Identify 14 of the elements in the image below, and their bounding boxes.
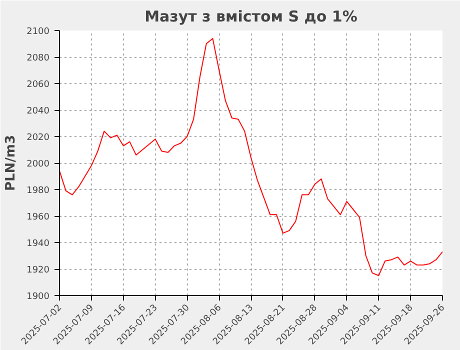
y-tick-label: 2000 xyxy=(26,160,50,170)
y-tick-label: 2020 xyxy=(26,133,50,143)
y-tick-label: 1980 xyxy=(26,186,50,196)
chart-title: Мазут з вмістом S до 1% xyxy=(144,8,358,26)
y-tick-label: 1960 xyxy=(26,212,50,222)
y-tick-label: 2100 xyxy=(26,27,50,37)
y-tick-label: 2080 xyxy=(26,54,50,64)
y-tick-label: 2040 xyxy=(26,106,50,116)
y-tick-label: 1940 xyxy=(26,239,50,249)
y-tick-label: 2060 xyxy=(26,80,50,90)
y-tick-label: 1920 xyxy=(26,266,50,276)
y-tick-label: 1900 xyxy=(26,292,50,302)
y-axis-title: PLN/m3 xyxy=(4,134,19,192)
line-series xyxy=(60,38,442,276)
